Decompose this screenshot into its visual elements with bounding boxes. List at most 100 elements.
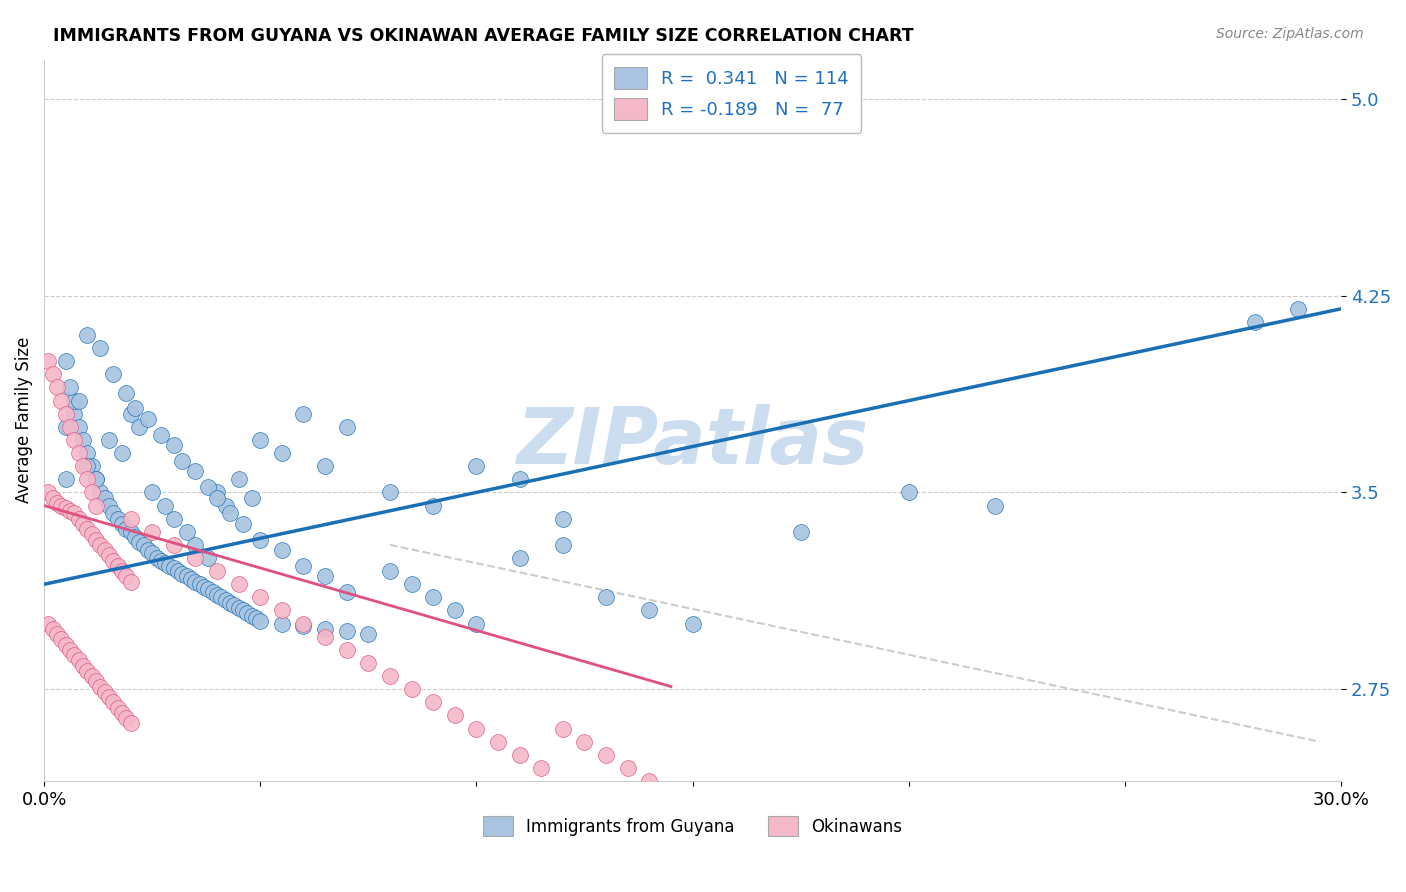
Point (55, 501, 77, 516)
Point (465, 459, 488, 474)
Point (270, 616, 292, 631)
Point (357, 627, 380, 641)
Point (378, 485, 401, 500)
Point (107, 558, 129, 573)
Text: Source: ZipAtlas.com: Source: ZipAtlas.com (1216, 27, 1364, 41)
Point (240, 608, 263, 623)
Point (172, 566, 194, 581)
Point (103, 695, 125, 709)
Point (509, 747, 531, 762)
Point (167, 564, 190, 578)
Point (1243, 315, 1265, 329)
Point (209, 591, 232, 605)
Point (63, 407, 86, 421)
Point (67, 393, 90, 408)
Point (249, 533, 271, 547)
Point (76, 446, 98, 460)
Point (103, 368, 125, 382)
Point (163, 538, 186, 552)
Point (67, 511, 90, 525)
Point (103, 507, 125, 521)
Point (984, 499, 1007, 513)
Point (97, 433, 120, 447)
Point (163, 561, 186, 575)
Point (245, 611, 267, 625)
Point (249, 591, 271, 605)
Point (228, 472, 250, 486)
Point (89, 341, 111, 355)
Point (63, 433, 86, 447)
Point (176, 569, 198, 583)
Point (80, 669, 103, 683)
Point (249, 433, 271, 447)
Point (197, 480, 219, 494)
Point (76, 328, 98, 343)
Point (141, 485, 163, 500)
Point (51, 499, 73, 513)
Text: ZIPatlas: ZIPatlas (516, 404, 869, 480)
Point (115, 569, 138, 583)
Point (136, 543, 159, 558)
Point (37, 616, 59, 631)
Point (443, 708, 465, 723)
Point (595, 747, 617, 762)
Point (574, 734, 596, 748)
Point (292, 407, 315, 421)
Point (465, 722, 488, 736)
Point (465, 616, 488, 631)
Point (72, 658, 94, 673)
Point (292, 619, 315, 633)
Point (292, 558, 315, 573)
Point (107, 700, 129, 714)
Point (120, 716, 142, 731)
Point (89, 680, 111, 694)
Point (314, 630, 336, 644)
Point (46, 627, 69, 641)
Point (120, 524, 142, 539)
Point (46, 380, 69, 394)
Point (55, 407, 77, 421)
Point (616, 761, 638, 775)
Point (551, 511, 574, 525)
Point (422, 591, 444, 605)
Point (249, 614, 271, 628)
Point (115, 711, 138, 725)
Point (205, 485, 228, 500)
Point (97, 690, 120, 704)
Point (89, 485, 111, 500)
Point (124, 401, 146, 416)
Point (215, 593, 238, 607)
Point (42, 622, 65, 636)
Point (789, 524, 811, 539)
Point (63, 507, 86, 521)
Point (240, 491, 263, 505)
Point (67, 446, 90, 460)
Point (80, 459, 103, 474)
Point (93, 685, 115, 699)
Point (111, 516, 134, 531)
Point (84, 674, 107, 689)
Point (530, 761, 553, 775)
Point (228, 600, 250, 615)
Point (176, 524, 198, 539)
Point (63, 648, 86, 662)
Point (443, 603, 465, 617)
Point (51, 393, 73, 408)
Point (357, 656, 380, 670)
Point (201, 585, 224, 599)
Point (141, 524, 163, 539)
Point (163, 438, 186, 452)
Point (84, 472, 107, 486)
Point (422, 499, 444, 513)
Point (128, 535, 150, 549)
Point (76, 522, 98, 536)
Point (72, 433, 94, 447)
Point (228, 577, 250, 591)
Point (63, 393, 86, 408)
Point (270, 543, 292, 558)
Point (37, 485, 59, 500)
Point (149, 427, 172, 442)
Point (509, 472, 531, 486)
Point (136, 412, 159, 426)
Point (184, 538, 207, 552)
